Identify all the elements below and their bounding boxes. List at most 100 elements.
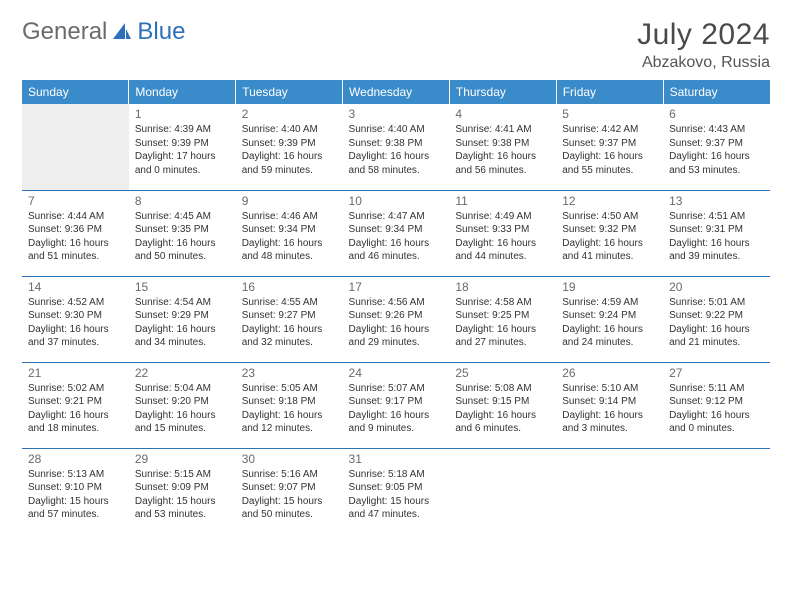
day-info: Sunrise: 4:42 AMSunset: 9:37 PMDaylight:… [562, 123, 657, 177]
logo-text-general: General [22, 18, 107, 46]
day-info: Sunrise: 4:55 AMSunset: 9:27 PMDaylight:… [242, 296, 337, 350]
logo-sail-icon [111, 21, 133, 43]
day-number: 23 [242, 366, 337, 380]
header: General Blue July 2024 Abzakovo, Russia [22, 18, 770, 72]
day-number: 9 [242, 194, 337, 208]
weekday-header: Saturday [663, 80, 770, 104]
day-number: 18 [455, 280, 550, 294]
calendar-cell: 10 Sunrise: 4:47 AMSunset: 9:34 PMDayligh… [343, 190, 450, 276]
day-number: 1 [135, 107, 230, 121]
day-info: Sunrise: 5:05 AMSunset: 9:18 PMDaylight:… [242, 382, 337, 436]
calendar-cell [449, 448, 556, 534]
day-number: 29 [135, 452, 230, 466]
day-info: Sunrise: 5:04 AMSunset: 9:20 PMDaylight:… [135, 382, 230, 436]
calendar-cell: 3Sunrise: 4:40 AMSunset: 9:38 PMDaylight… [343, 104, 450, 190]
calendar-cell: 2 Sunrise: 4:40 AMSunset: 9:39 PMDaylight… [236, 104, 343, 190]
calendar-cell: 9 Sunrise: 4:46 AMSunset: 9:34 PMDaylight… [236, 190, 343, 276]
calendar-cell [556, 448, 663, 534]
day-info: Sunrise: 4:58 AMSunset: 9:25 PMDaylight:… [455, 296, 550, 350]
calendar-cell: 27 Sunrise: 5:11 AMSunset: 9:12 PMDayligh… [663, 362, 770, 448]
calendar-row: 21Sunrise: 5:02 AMSunset: 9:21 PMDayligh… [22, 362, 770, 448]
calendar-cell: 31 Sunrise: 5:18 AMSunset: 9:05 PMDayligh… [343, 448, 450, 534]
calendar-cell: 15 Sunrise: 4:54 AMSunset: 9:29 PMDayligh… [129, 276, 236, 362]
day-number: 24 [349, 366, 444, 380]
weekday-header: Monday [129, 80, 236, 104]
day-info: Sunrise: 4:54 AMSunset: 9:29 PMDaylight:… [135, 296, 230, 350]
day-info: Sunrise: 5:16 AMSunset: 9:07 PMDaylight:… [242, 468, 337, 522]
calendar-cell: 7Sunrise: 4:44 AMSunset: 9:36 PMDaylight… [22, 190, 129, 276]
day-number: 25 [455, 366, 550, 380]
day-info: Sunrise: 4:49 AMSunset: 9:33 PMDaylight:… [455, 210, 550, 264]
calendar-cell: 5 Sunrise: 4:42 AMSunset: 9:37 PMDaylight… [556, 104, 663, 190]
day-info: Sunrise: 4:51 AMSunset: 9:31 PMDaylight:… [669, 210, 764, 264]
logo: General Blue [22, 18, 185, 46]
day-number: 16 [242, 280, 337, 294]
calendar-row: 1 Sunrise: 4:39 AMSunset: 9:39 PMDaylight… [22, 104, 770, 190]
day-info: Sunrise: 5:13 AMSunset: 9:10 PMDaylight:… [28, 468, 123, 522]
calendar-cell: 25 Sunrise: 5:08 AMSunset: 9:15 PMDayligh… [449, 362, 556, 448]
calendar-cell: 23 Sunrise: 5:05 AMSunset: 9:18 PMDayligh… [236, 362, 343, 448]
day-info: Sunrise: 4:40 AMSunset: 9:38 PMDaylight:… [349, 123, 444, 177]
day-info: Sunrise: 5:08 AMSunset: 9:15 PMDaylight:… [455, 382, 550, 436]
day-number: 19 [562, 280, 657, 294]
day-number: 17 [349, 280, 444, 294]
day-info: Sunrise: 5:11 AMSunset: 9:12 PMDaylight:… [669, 382, 764, 436]
calendar-body: 1 Sunrise: 4:39 AMSunset: 9:39 PMDaylight… [22, 104, 770, 534]
calendar-cell [22, 104, 129, 190]
calendar-cell: 21Sunrise: 5:02 AMSunset: 9:21 PMDayligh… [22, 362, 129, 448]
weekday-header: Wednesday [343, 80, 450, 104]
day-number: 31 [349, 452, 444, 466]
calendar-table: SundayMondayTuesdayWednesdayThursdayFrid… [22, 80, 770, 534]
calendar-cell: 19 Sunrise: 4:59 AMSunset: 9:24 PMDayligh… [556, 276, 663, 362]
calendar-cell: 16 Sunrise: 4:55 AMSunset: 9:27 PMDayligh… [236, 276, 343, 362]
day-number: 10 [349, 194, 444, 208]
day-info: Sunrise: 4:47 AMSunset: 9:34 PMDaylight:… [349, 210, 444, 264]
day-number: 21 [28, 366, 123, 380]
weekday-header: Tuesday [236, 80, 343, 104]
day-info: Sunrise: 4:46 AMSunset: 9:34 PMDaylight:… [242, 210, 337, 264]
calendar-cell: 24Sunrise: 5:07 AMSunset: 9:17 PMDayligh… [343, 362, 450, 448]
day-number: 28 [28, 452, 123, 466]
day-info: Sunrise: 5:18 AMSunset: 9:05 PMDaylight:… [349, 468, 444, 522]
calendar-cell: 4Sunrise: 4:41 AMSunset: 9:38 PMDaylight… [449, 104, 556, 190]
day-number: 11 [455, 194, 550, 208]
calendar-cell: 18 Sunrise: 4:58 AMSunset: 9:25 PMDayligh… [449, 276, 556, 362]
day-info: Sunrise: 4:39 AMSunset: 9:39 PMDaylight:… [135, 123, 230, 177]
calendar-cell: 20Sunrise: 5:01 AMSunset: 9:22 PMDayligh… [663, 276, 770, 362]
weekday-header: Friday [556, 80, 663, 104]
day-info: Sunrise: 5:10 AMSunset: 9:14 PMDaylight:… [562, 382, 657, 436]
calendar-cell: 30Sunrise: 5:16 AMSunset: 9:07 PMDayligh… [236, 448, 343, 534]
calendar-cell: 26Sunrise: 5:10 AMSunset: 9:14 PMDayligh… [556, 362, 663, 448]
day-info: Sunrise: 4:40 AMSunset: 9:39 PMDaylight:… [242, 123, 337, 177]
day-number: 2 [242, 107, 337, 121]
day-info: Sunrise: 4:59 AMSunset: 9:24 PMDaylight:… [562, 296, 657, 350]
day-info: Sunrise: 4:56 AMSunset: 9:26 PMDaylight:… [349, 296, 444, 350]
calendar-head: SundayMondayTuesdayWednesdayThursdayFrid… [22, 80, 770, 104]
day-info: Sunrise: 5:15 AMSunset: 9:09 PMDaylight:… [135, 468, 230, 522]
day-info: Sunrise: 4:52 AMSunset: 9:30 PMDaylight:… [28, 296, 123, 350]
day-info: Sunrise: 4:50 AMSunset: 9:32 PMDaylight:… [562, 210, 657, 264]
day-number: 27 [669, 366, 764, 380]
day-info: Sunrise: 4:45 AMSunset: 9:35 PMDaylight:… [135, 210, 230, 264]
calendar-row: 14Sunrise: 4:52 AMSunset: 9:30 PMDayligh… [22, 276, 770, 362]
day-info: Sunrise: 4:43 AMSunset: 9:37 PMDaylight:… [669, 123, 764, 177]
day-number: 20 [669, 280, 764, 294]
day-info: Sunrise: 4:44 AMSunset: 9:36 PMDaylight:… [28, 210, 123, 264]
day-number: 5 [562, 107, 657, 121]
title-block: July 2024 Abzakovo, Russia [637, 18, 770, 72]
calendar-cell: 17 Sunrise: 4:56 AMSunset: 9:26 PMDayligh… [343, 276, 450, 362]
weekday-header: Sunday [22, 80, 129, 104]
day-number: 15 [135, 280, 230, 294]
calendar-cell: 1 Sunrise: 4:39 AMSunset: 9:39 PMDaylight… [129, 104, 236, 190]
calendar-row: 28 Sunrise: 5:13 AMSunset: 9:10 PMDayligh… [22, 448, 770, 534]
day-number: 22 [135, 366, 230, 380]
calendar-cell [663, 448, 770, 534]
calendar-cell: 6 Sunrise: 4:43 AMSunset: 9:37 PMDaylight… [663, 104, 770, 190]
calendar-cell: 29 Sunrise: 5:15 AMSunset: 9:09 PMDayligh… [129, 448, 236, 534]
day-number: 6 [669, 107, 764, 121]
day-info: Sunrise: 4:41 AMSunset: 9:38 PMDaylight:… [455, 123, 550, 177]
calendar-row: 7Sunrise: 4:44 AMSunset: 9:36 PMDaylight… [22, 190, 770, 276]
weekday-header: Thursday [449, 80, 556, 104]
logo-text-blue: Blue [137, 18, 185, 46]
calendar-cell: 28 Sunrise: 5:13 AMSunset: 9:10 PMDayligh… [22, 448, 129, 534]
